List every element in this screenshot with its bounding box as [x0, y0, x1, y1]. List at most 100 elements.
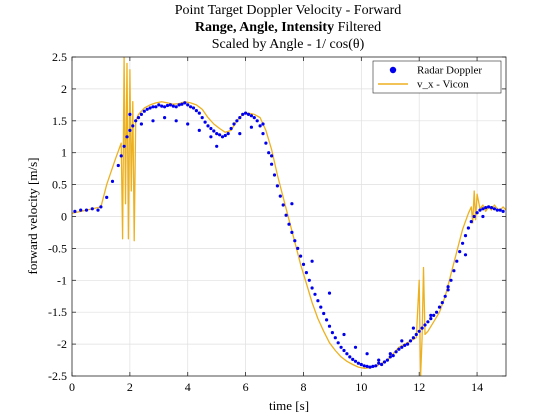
x-axis-ticks: 0 2 4 6 8 10 12 14: [69, 57, 483, 394]
radar-point: [420, 326, 424, 330]
radar-point: [209, 135, 213, 139]
radar-point: [90, 207, 94, 211]
radar-point: [406, 342, 410, 346]
radar-point: [397, 347, 401, 351]
radar-point: [330, 331, 334, 335]
radar-point: [284, 213, 288, 217]
x-tick-label: 14: [471, 380, 483, 394]
radar-point: [163, 116, 167, 120]
radar-point: [96, 208, 100, 212]
title-line-1: Point Target Doppler Velocity - Forward: [175, 3, 402, 18]
vicon-line: [72, 57, 506, 376]
x-tick-label: 2: [127, 380, 133, 394]
radar-point: [388, 355, 392, 359]
radar-point: [365, 352, 369, 356]
radar-point: [122, 144, 126, 148]
y-tick-label: -0.5: [48, 241, 67, 255]
radar-point: [244, 111, 248, 115]
radar-point: [128, 128, 132, 132]
radar-point: [495, 208, 499, 212]
x-tick-label: 0: [69, 380, 75, 394]
radar-point: [327, 291, 332, 295]
radar-point: [400, 339, 404, 343]
radar-point: [414, 332, 418, 337]
radar-point: [220, 135, 225, 139]
radar-point: [391, 354, 395, 358]
radar-point: [99, 205, 103, 209]
radar-point: [241, 112, 245, 116]
radar-point: [183, 101, 187, 105]
radar-point: [443, 294, 447, 298]
radar-point: [380, 362, 384, 367]
radar-point: [275, 184, 279, 188]
legend-marker-radar: [389, 66, 397, 74]
radar-point: [435, 310, 439, 314]
radar-point: [449, 278, 453, 282]
radar-point: [261, 132, 265, 136]
radar-point: [310, 259, 314, 263]
radar-point: [238, 132, 242, 136]
radar-point: [218, 133, 222, 137]
radar-point: [278, 194, 282, 198]
plot-series: [72, 57, 506, 376]
radar-point: [461, 241, 465, 245]
radar-point: [157, 103, 161, 107]
radar-point: [307, 278, 311, 282]
radar-point: [429, 313, 433, 317]
y-tick-label: 1: [61, 146, 67, 160]
radar-point: [336, 341, 340, 345]
radar-point: [408, 339, 413, 343]
radar-point: [139, 112, 143, 116]
radar-point: [290, 230, 294, 234]
radar-point: [151, 105, 155, 109]
radar-point: [238, 116, 242, 120]
radar-point: [272, 173, 277, 177]
radar-point: [165, 103, 170, 108]
radar-point: [362, 364, 366, 368]
radar-point: [174, 105, 178, 109]
radar-point: [125, 135, 129, 139]
radar-point: [174, 119, 178, 123]
radar-point: [131, 124, 135, 128]
radar-point: [73, 209, 77, 213]
y-tick-label: -1.5: [48, 305, 67, 319]
radar-point: [171, 104, 175, 108]
radar-point: [423, 323, 427, 327]
radar-point: [472, 214, 476, 219]
radar-point: [371, 364, 375, 368]
y-tick-label: 2: [61, 82, 67, 96]
radar-point: [246, 112, 251, 116]
radar-point: [180, 102, 184, 106]
radar-point: [212, 129, 216, 133]
radar-point: [484, 206, 488, 210]
radar-doppler-series: [73, 101, 505, 369]
radar-point: [79, 208, 83, 212]
radar-point: [281, 203, 285, 207]
radar-point: [333, 336, 337, 340]
x-tick-label: 10: [355, 380, 367, 394]
radar-point: [348, 355, 352, 359]
radar-point: [426, 320, 430, 324]
radar-point: [368, 365, 372, 369]
radar-point: [229, 126, 233, 131]
legend-label-vicon: v_x - Vicon: [417, 79, 469, 91]
radar-point: [270, 162, 274, 166]
radar-point: [403, 343, 407, 347]
radar-point: [322, 311, 326, 316]
radar-point: [215, 132, 219, 136]
radar-point: [304, 271, 308, 275]
radar-point: [290, 202, 294, 206]
x-axis-label: time [s]: [269, 398, 309, 413]
radar-point: [235, 119, 239, 123]
radar-point: [394, 350, 398, 354]
radar-point: [501, 209, 505, 213]
radar-point: [469, 220, 473, 224]
radar-point: [206, 124, 210, 128]
radar-point: [342, 348, 346, 353]
legend-box: [372, 60, 502, 94]
radar-point: [385, 358, 389, 362]
radar-point: [151, 119, 155, 123]
radar-point: [252, 116, 256, 120]
radar-point: [377, 361, 381, 365]
